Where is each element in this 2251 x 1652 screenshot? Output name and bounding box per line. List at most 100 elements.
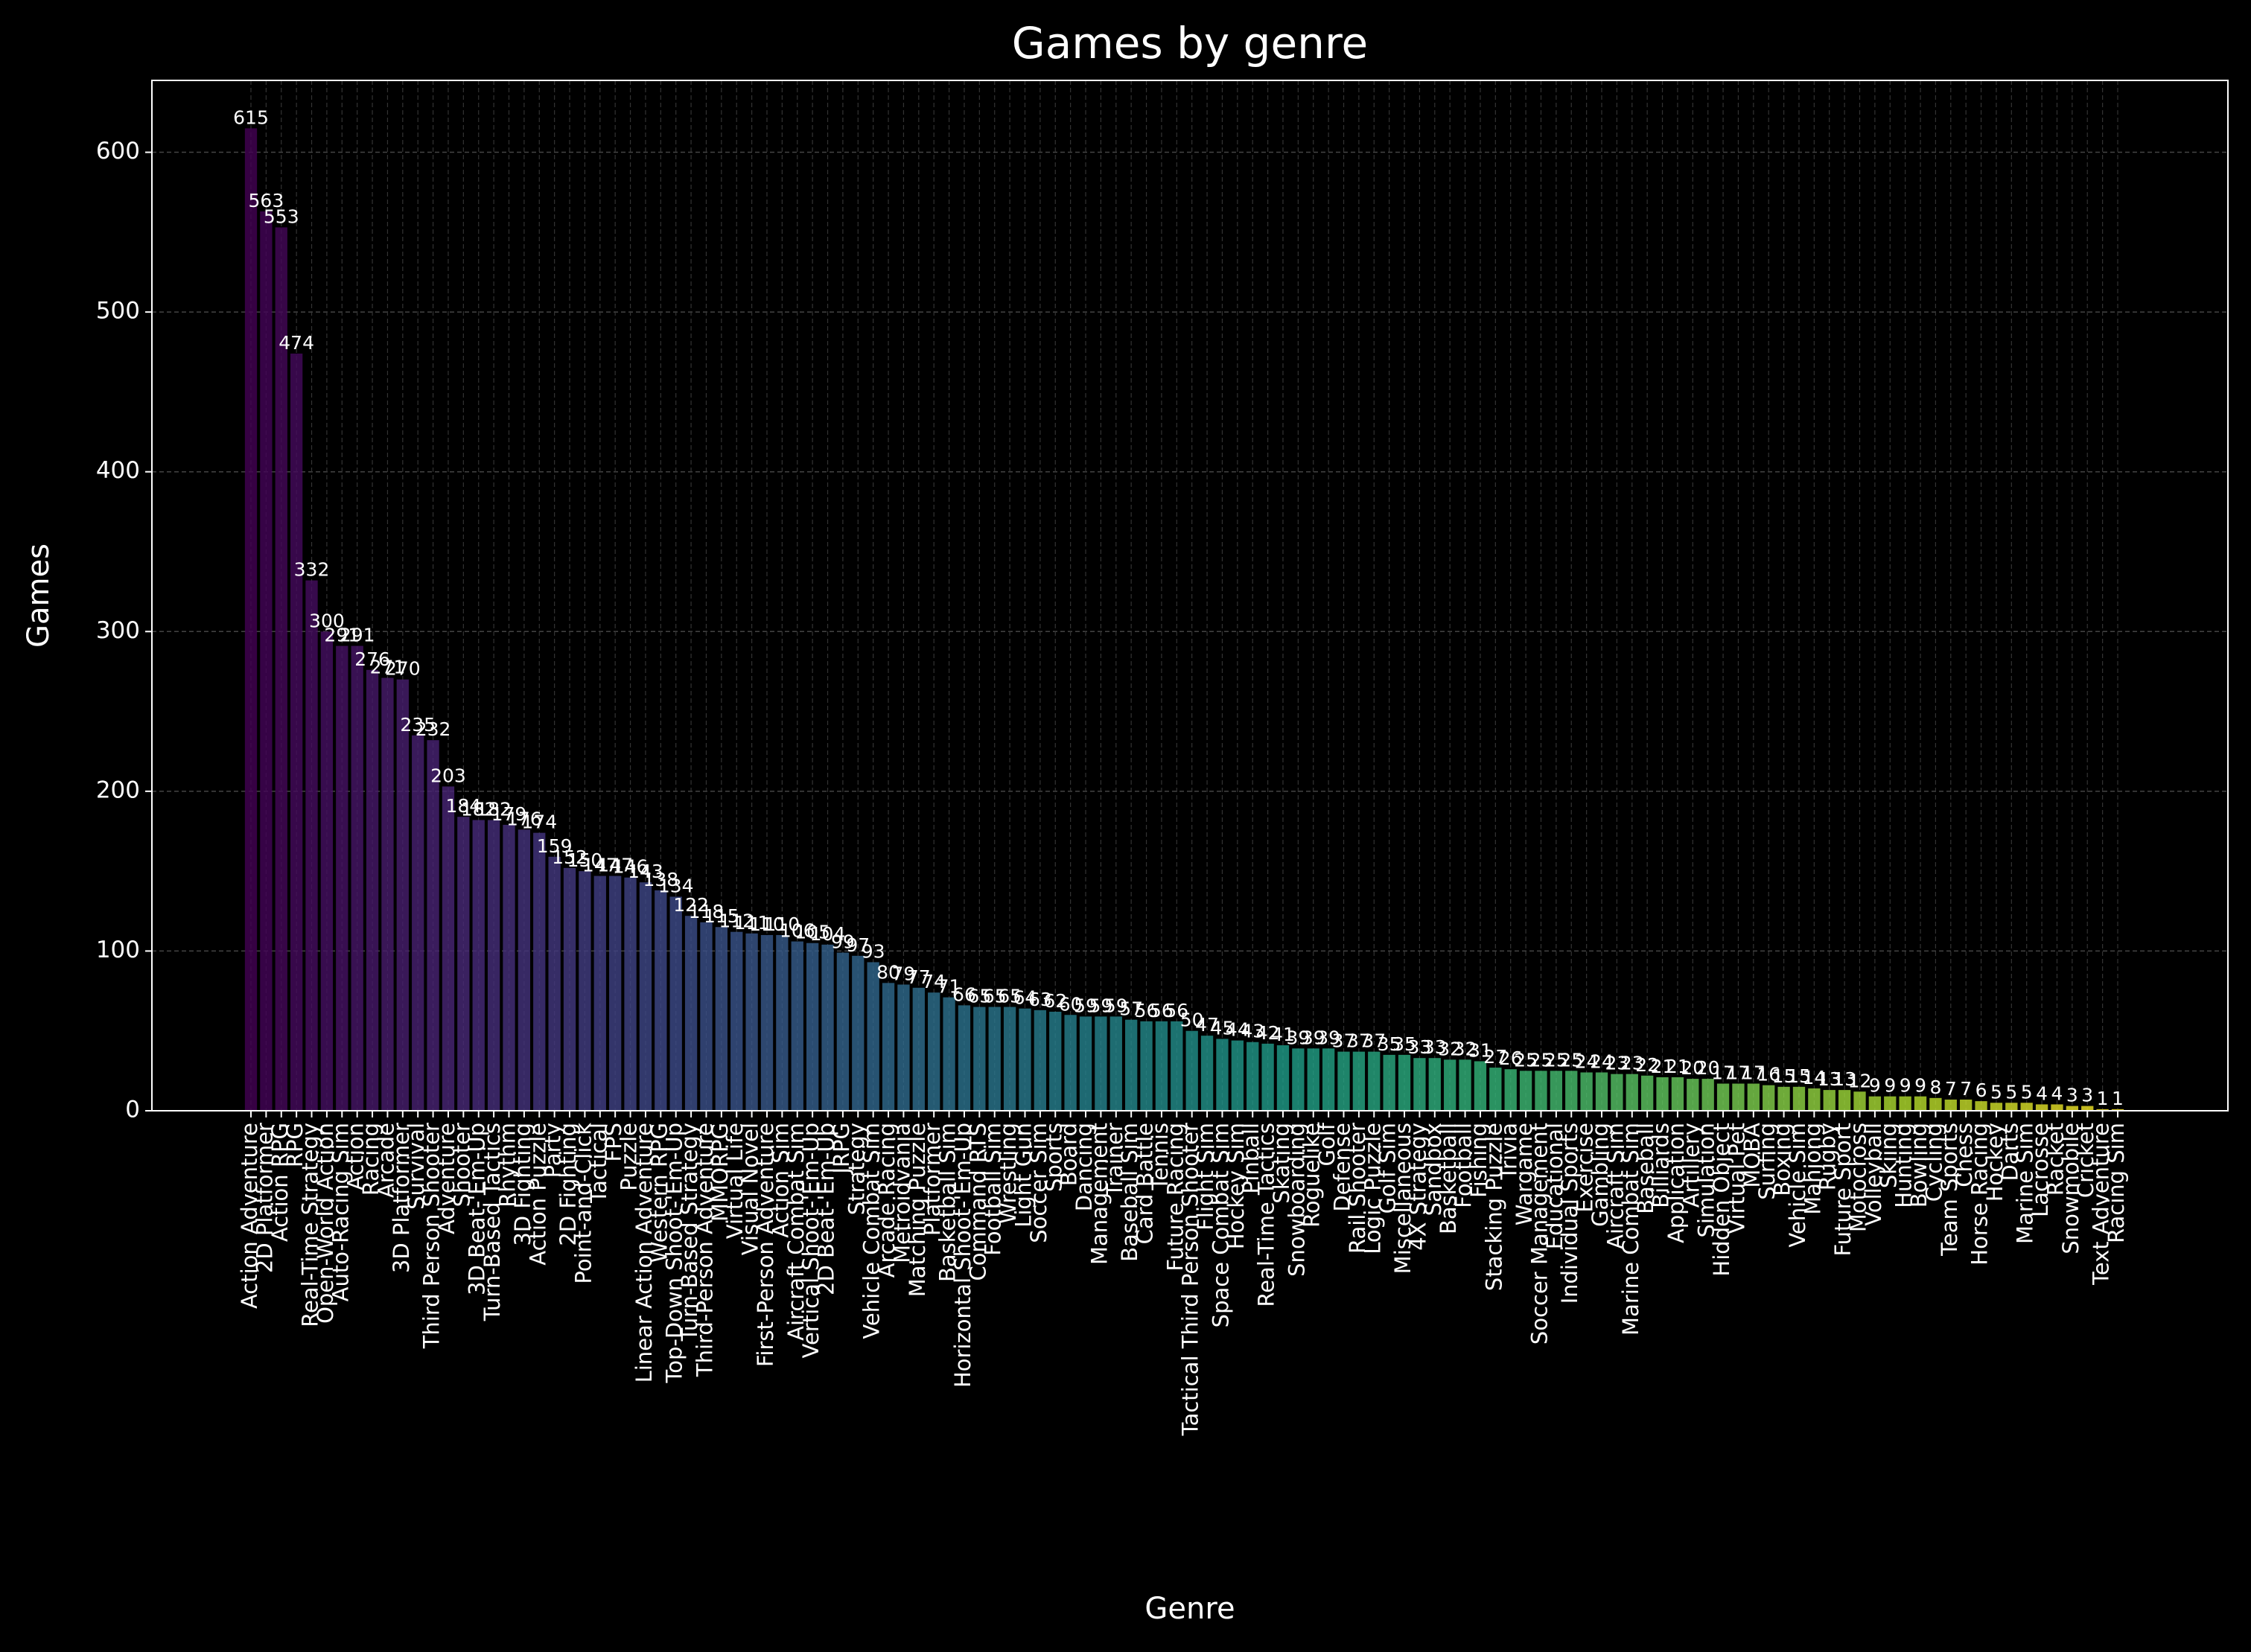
bar	[1687, 1079, 1699, 1111]
value-label: 615	[233, 106, 269, 128]
bar	[1322, 1048, 1335, 1111]
bar	[1535, 1071, 1547, 1111]
bar	[579, 871, 591, 1111]
bar	[806, 943, 819, 1111]
bar	[1276, 1045, 1290, 1111]
x-tick-label: Aircraft Sim	[1602, 1123, 1628, 1249]
bar	[1671, 1077, 1684, 1111]
bar	[1944, 1099, 1957, 1111]
value-label: 16	[1757, 1064, 1780, 1085]
value-label: 7	[1945, 1078, 1957, 1100]
x-tick-label: JRPG	[829, 1123, 854, 1176]
x-tick-label: 2D Fighting	[555, 1123, 581, 1246]
y-tick-label: 400	[96, 457, 140, 484]
x-tick-label: Simulation	[1694, 1123, 1719, 1237]
x-tick-label: Real-Time Strategy	[298, 1123, 323, 1327]
x-tick-label: Wrestling	[996, 1123, 1021, 1224]
bar	[1519, 1071, 1532, 1111]
x-tick-label: MMORPG	[707, 1123, 733, 1222]
x-tick-label: Surfing	[1754, 1123, 1780, 1200]
bar	[1701, 1079, 1714, 1111]
bar	[1975, 1101, 1987, 1111]
value-label: 79	[892, 963, 916, 984]
value-label: 15	[1787, 1065, 1811, 1087]
value-label: 553	[264, 205, 299, 227]
value-label: 39	[1302, 1027, 1325, 1048]
x-tick-label: Survival	[404, 1123, 429, 1210]
bar	[2111, 1109, 2124, 1111]
x-tick-label: Boxing	[1770, 1123, 1795, 1196]
x-tick-label: Tennis	[1147, 1123, 1173, 1191]
x-tick-label: Pinball	[1238, 1123, 1264, 1194]
value-label: 59	[1074, 995, 1098, 1016]
x-tick-label: Gambling	[1588, 1123, 1613, 1227]
x-tick-label: Action	[343, 1123, 369, 1190]
bar	[351, 645, 363, 1111]
value-label: 5	[2021, 1081, 2033, 1103]
x-tick-label: Volleyball	[1861, 1123, 1886, 1226]
x-tick-label: Basketball Sim	[935, 1123, 961, 1282]
x-tick-label: Point-and-Click	[570, 1123, 596, 1284]
x-tick-label: Hockey Sim	[1223, 1123, 1249, 1249]
value-label: 174	[521, 811, 557, 833]
x-tick-label: Racing	[358, 1123, 383, 1196]
x-tick-label: FPS	[601, 1123, 626, 1162]
bar	[760, 934, 774, 1111]
value-label: 57	[1119, 998, 1143, 1020]
value-label: 41	[1271, 1024, 1295, 1045]
value-label: 43	[1241, 1021, 1264, 1042]
value-label: 22	[1635, 1054, 1659, 1076]
bar	[1352, 1051, 1366, 1111]
bar	[1580, 1072, 1593, 1111]
x-tick-label: Miscellaneous	[1390, 1123, 1416, 1274]
value-label: 270	[385, 658, 421, 680]
x-axis-label: Genre	[1144, 1592, 1235, 1626]
x-tick-label: Individual Sports	[1557, 1123, 1582, 1304]
bar	[1747, 1083, 1760, 1111]
x-tick-label: Racket	[2043, 1123, 2068, 1196]
value-label: 23	[1620, 1053, 1644, 1074]
value-label: 3	[2081, 1085, 2093, 1106]
x-tick-label: Flight Sim	[1193, 1123, 1218, 1231]
x-tick-label: Golf	[1314, 1122, 1340, 1166]
bar	[1064, 1015, 1077, 1111]
y-tick-label: 500	[96, 298, 140, 325]
value-label: 23	[1605, 1053, 1628, 1074]
bar	[472, 820, 485, 1111]
bar	[563, 867, 576, 1111]
x-tick-label: Rhythm	[494, 1123, 520, 1208]
value-label: 66	[952, 983, 976, 1005]
bar	[1565, 1071, 1578, 1111]
value-label: 179	[491, 803, 527, 825]
y-tick-label: 600	[96, 138, 140, 165]
bar	[1049, 1011, 1062, 1111]
bar	[958, 1005, 971, 1111]
bar	[336, 645, 348, 1111]
x-tick-label: Bowling	[1906, 1123, 1932, 1208]
bar	[1853, 1091, 1866, 1111]
x-tick-label: Management	[1086, 1123, 1112, 1265]
x-tick-label: Sandbox	[1421, 1123, 1446, 1216]
value-label: 27	[1483, 1046, 1507, 1068]
value-label: 232	[416, 718, 451, 740]
bar	[2081, 1106, 2094, 1111]
x-tick-label: Matching Puzzle	[905, 1123, 930, 1297]
value-label: 276	[354, 648, 390, 670]
x-tick-label: Chess	[1952, 1123, 1977, 1187]
x-tick-label: Third-Person Adventure	[692, 1123, 717, 1377]
value-label: 17	[1711, 1062, 1735, 1084]
x-tick-label: Shooter	[449, 1123, 474, 1207]
x-tick-label: Darts	[1997, 1123, 2022, 1181]
value-label: 105	[795, 922, 830, 943]
x-tick-label: Mahjong	[1800, 1123, 1825, 1215]
value-label: 42	[1256, 1022, 1280, 1044]
bar	[442, 786, 455, 1111]
value-label: 13	[1818, 1068, 1841, 1090]
bar	[1763, 1085, 1775, 1111]
value-label: 112	[719, 910, 754, 932]
bar	[1884, 1096, 1897, 1111]
y-tick-label: 200	[96, 776, 140, 803]
bar	[897, 984, 910, 1111]
value-label: 97	[846, 934, 870, 956]
